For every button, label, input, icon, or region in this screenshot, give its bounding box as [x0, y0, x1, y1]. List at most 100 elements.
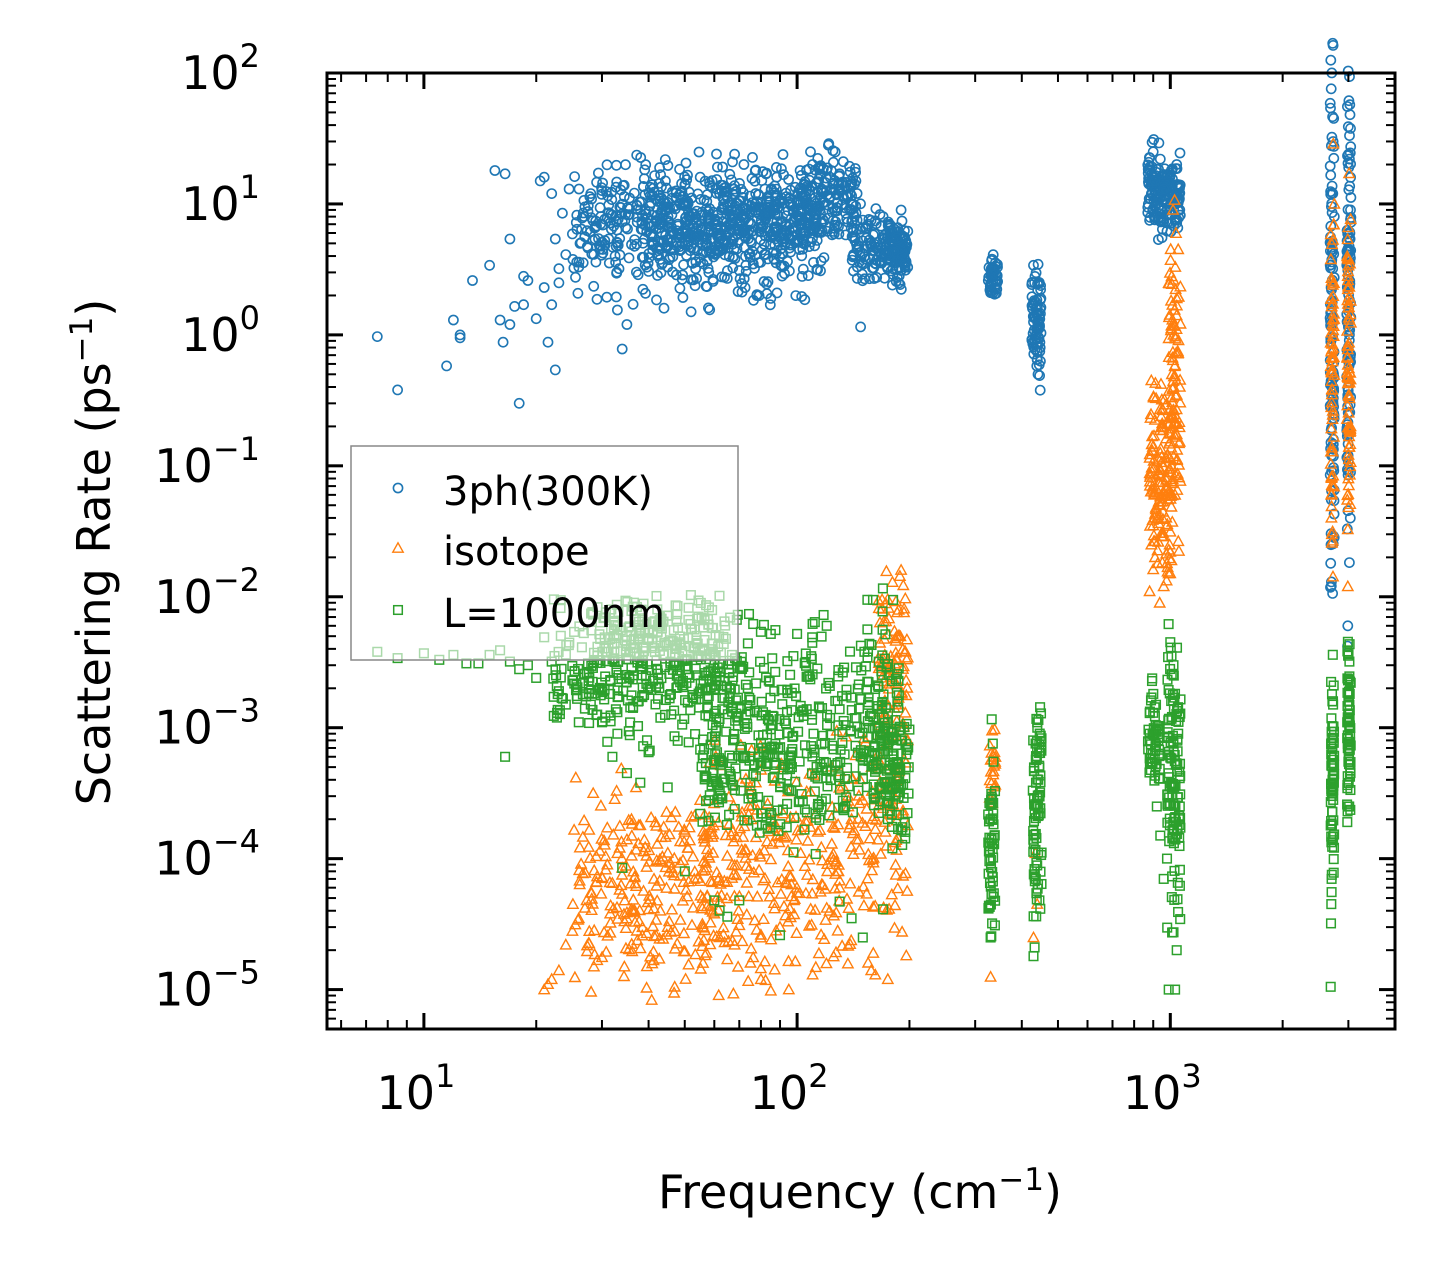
- data-point: [827, 202, 839, 214]
- data-point: [674, 241, 686, 252]
- data-point: [743, 608, 755, 620]
- data-point: [760, 168, 772, 180]
- data-point: [749, 262, 760, 274]
- data-point: [690, 230, 701, 242]
- data-point: [509, 300, 520, 312]
- data-point: [570, 217, 582, 228]
- data-point: [662, 215, 674, 226]
- data-point: [1344, 557, 1355, 568]
- data-point: [601, 929, 614, 941]
- data-point: [790, 832, 803, 845]
- data-point: [1032, 258, 1044, 270]
- data-point: [857, 932, 868, 943]
- data-point: [727, 156, 738, 168]
- data-point: [662, 160, 674, 171]
- data-point: [808, 728, 819, 739]
- legend-label: L=1000nm: [443, 591, 665, 637]
- data-point: [770, 190, 782, 202]
- data-point: [572, 911, 586, 924]
- data-point: [1328, 854, 1339, 865]
- data-point: [806, 181, 817, 193]
- data-point: [1142, 159, 1154, 171]
- data-point: [587, 960, 601, 972]
- data-point: [885, 887, 899, 900]
- data-point: [577, 813, 591, 826]
- data-point: [603, 257, 615, 269]
- data-point: [1326, 899, 1337, 910]
- data-point: [596, 182, 607, 193]
- data-point: [697, 248, 709, 260]
- y-tick-label: 10−5: [154, 954, 260, 1017]
- data-point: [640, 159, 652, 171]
- data-point: [864, 273, 875, 285]
- data-point: [703, 226, 715, 237]
- data-point: [600, 821, 614, 833]
- data-point: [783, 174, 794, 185]
- x-tick-label: 103: [1123, 1057, 1202, 1120]
- data-point: [896, 215, 908, 227]
- data-point: [656, 181, 667, 193]
- data-point: [573, 717, 584, 728]
- data-point: [703, 302, 714, 314]
- y-tick-label: 10−1: [154, 430, 260, 493]
- data-point: [734, 273, 746, 285]
- data-point: [727, 986, 740, 999]
- data-point: [1146, 675, 1158, 687]
- data-point: [586, 193, 597, 205]
- data-point: [862, 652, 873, 663]
- data-point: [632, 269, 644, 281]
- data-point: [1326, 887, 1337, 898]
- data-point: [721, 190, 732, 201]
- data-point: [818, 252, 830, 263]
- data-point: [899, 231, 911, 243]
- data-point: [1171, 242, 1185, 255]
- data-point: [622, 202, 633, 213]
- data-point: [586, 248, 598, 260]
- data-point: [680, 157, 692, 169]
- data-point: [827, 145, 839, 157]
- data-point: [788, 651, 799, 662]
- data-point: [618, 179, 630, 191]
- x-tick-label: 101: [376, 1057, 455, 1120]
- data-point: [818, 609, 829, 621]
- data-point: [831, 924, 845, 936]
- data-point: [1327, 806, 1338, 817]
- data-point: [801, 834, 815, 846]
- data-point: [815, 853, 829, 866]
- data-point: [693, 146, 705, 158]
- y-tick-label: 100: [181, 299, 260, 362]
- data-point: [601, 291, 613, 303]
- data-point: [868, 273, 880, 284]
- y-tick-label: 10−3: [154, 692, 260, 755]
- data-point: [762, 195, 773, 207]
- data-point: [652, 269, 663, 281]
- data-point: [720, 952, 734, 965]
- data-point: [616, 343, 628, 355]
- data-point: [568, 970, 582, 983]
- data-point: [612, 304, 623, 316]
- data-point: [645, 993, 659, 1005]
- data-point: [888, 921, 901, 933]
- data-point: [782, 656, 793, 667]
- data-point: [549, 364, 561, 376]
- data-point: [617, 969, 631, 982]
- y-tick-label: 101: [181, 168, 260, 231]
- data-point: [1161, 853, 1173, 864]
- data-point: [1325, 169, 1337, 181]
- data-point: [889, 858, 902, 870]
- data-point: [769, 224, 781, 235]
- data-point: [738, 159, 750, 170]
- data-point: [752, 201, 764, 213]
- data-point: [862, 624, 873, 635]
- data-point: [570, 271, 581, 283]
- data-point: [1172, 877, 1183, 888]
- y-tick-label: 10−4: [154, 823, 260, 886]
- data-point: [1325, 54, 1337, 66]
- data-point: [651, 250, 663, 261]
- data-point: [1165, 185, 1177, 197]
- data-point: [634, 196, 645, 208]
- data-point: [780, 191, 792, 203]
- data-point: [599, 239, 611, 251]
- x-axis-label: Frequency (cm−1): [658, 1162, 1062, 1219]
